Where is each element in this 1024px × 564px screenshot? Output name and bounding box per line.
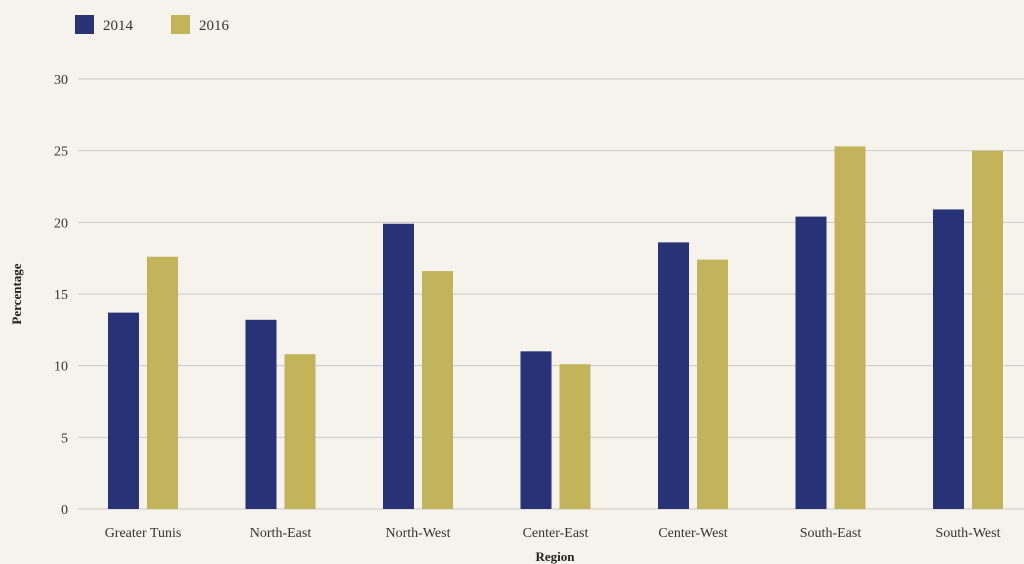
- legend-swatch-2014: [75, 15, 94, 34]
- x-category-label: South-West: [936, 526, 1001, 541]
- x-category-label: North-West: [386, 526, 451, 541]
- bar-2016-6: [972, 150, 1003, 509]
- legend-swatch-2016: [171, 15, 190, 34]
- y-tick-label: 10: [54, 360, 68, 375]
- x-axis-title: Region: [536, 549, 576, 564]
- bar-2016-4: [697, 259, 728, 509]
- y-axis-ticks: 0 5 10 15 20 25 30: [54, 73, 68, 518]
- x-category-label: North-East: [250, 526, 312, 541]
- x-category-label: South-East: [800, 526, 862, 541]
- bar-2014-5: [795, 216, 827, 509]
- x-category-label: Center-East: [523, 526, 589, 541]
- y-tick-label: 5: [61, 431, 68, 446]
- bar-2016-3: [559, 364, 591, 509]
- bar-2014-4: [658, 242, 689, 509]
- bar-2014-3: [520, 351, 552, 509]
- bars: [108, 146, 1003, 509]
- y-tick-label: 20: [54, 216, 68, 231]
- bar-2014-2: [383, 223, 414, 509]
- y-tick-label: 0: [61, 503, 68, 518]
- x-axis-categories: Greater Tunis North-East North-West Center-…: [105, 526, 1001, 541]
- y-tick-label: 25: [54, 145, 68, 160]
- legend-label: 2014: [103, 18, 134, 34]
- bar-2014-0: [108, 312, 139, 509]
- y-tick-label: 30: [54, 73, 68, 88]
- y-tick-label: 15: [54, 288, 68, 303]
- y-axis-title: Percentage: [9, 263, 24, 324]
- bar-2016-2: [422, 271, 453, 509]
- legend: 2014 2016: [75, 15, 230, 34]
- bar-2016-5: [834, 146, 866, 509]
- x-category-label: Greater Tunis: [105, 526, 182, 541]
- bar-2016-1: [284, 354, 316, 509]
- x-category-label: Center-West: [658, 526, 727, 541]
- bar-2014-6: [933, 209, 964, 509]
- bar-2016-0: [147, 256, 178, 509]
- legend-label: 2016: [199, 18, 230, 34]
- bar-2014-1: [245, 319, 277, 509]
